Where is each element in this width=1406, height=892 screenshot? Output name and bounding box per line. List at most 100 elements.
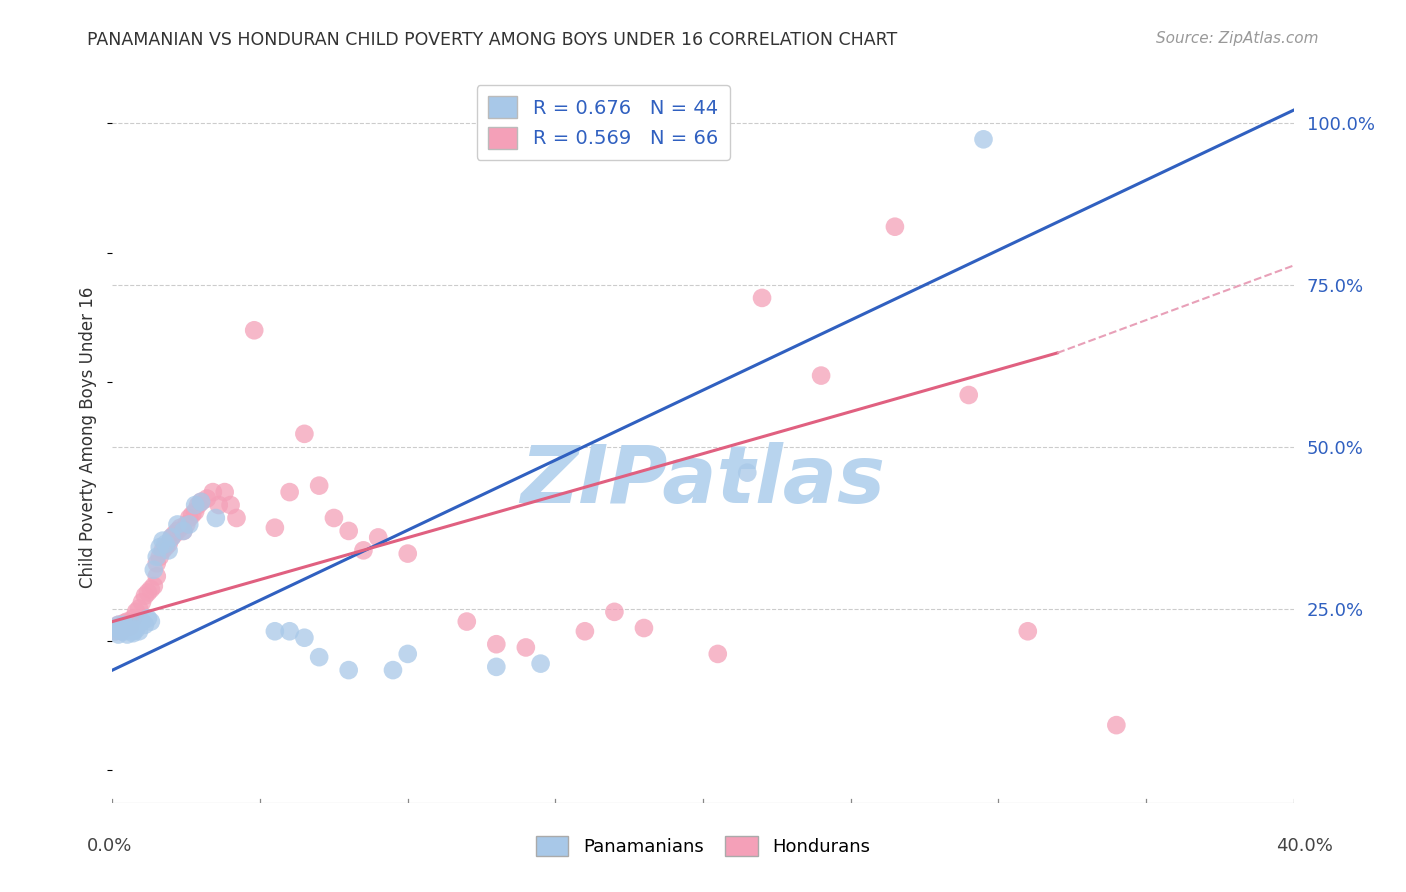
Point [128,624,150,639]
Point [139,615,162,629]
Point [337,663,360,677]
Point [107,617,129,632]
Point [146,549,169,564]
Point [214,485,236,500]
Point [485,637,508,651]
Point [179,517,201,532]
Point [456,615,478,629]
Point [157,537,180,551]
Point [152,533,174,548]
Point [131,615,153,629]
Point [264,624,287,639]
Point [243,323,266,337]
Point [110,624,132,639]
Point [122,626,145,640]
Point [146,557,169,571]
Point [104,621,127,635]
Point [957,388,980,402]
Point [160,530,183,544]
Point [155,537,177,551]
Point [187,498,209,512]
Point [737,466,759,480]
Point [117,617,138,632]
Point [104,624,127,639]
Point [112,624,135,639]
Point [184,504,207,518]
Point [205,511,228,525]
Point [120,620,142,634]
Point [117,615,138,629]
Point [142,579,165,593]
Point [157,543,180,558]
Point [292,426,315,441]
Point [122,624,145,639]
Point [149,540,172,554]
Point [706,647,728,661]
Point [292,631,315,645]
Point [136,585,159,599]
Point [181,508,204,522]
Point [174,517,197,532]
Point [603,605,626,619]
Point [973,132,995,146]
Point [152,543,174,558]
Point [160,530,183,544]
Text: 40.0%: 40.0% [1277,837,1333,855]
Point [225,511,247,525]
Y-axis label: Child Poverty Among Boys Under 16: Child Poverty Among Boys Under 16 [79,286,97,588]
Point [104,624,127,639]
Point [367,530,389,544]
Point [179,511,201,525]
Legend: Panamanians, Hondurans: Panamanians, Hondurans [529,829,877,863]
Text: 0.0%: 0.0% [87,837,132,855]
Point [169,521,191,535]
Point [574,624,596,639]
Text: ZIPatlas: ZIPatlas [520,442,886,520]
Point [184,498,207,512]
Point [149,549,172,564]
Point [107,617,129,632]
Point [751,291,773,305]
Point [352,543,374,558]
Point [125,605,148,619]
Point [308,650,330,665]
Point [278,624,301,639]
Point [120,615,142,630]
Point [166,517,188,532]
Point [1017,624,1039,639]
Point [166,524,188,538]
Point [219,498,242,512]
Point [155,540,177,554]
Point [195,491,218,506]
Point [139,582,162,597]
Point [190,495,212,509]
Point [131,595,153,609]
Point [128,601,150,615]
Point [208,498,231,512]
Point [107,627,129,641]
Point [110,621,132,635]
Point [163,527,186,541]
Point [104,621,127,635]
Point [134,617,156,632]
Text: Source: ZipAtlas.com: Source: ZipAtlas.com [1156,31,1319,46]
Point [146,569,169,583]
Point [125,623,148,637]
Point [107,623,129,637]
Text: PANAMANIAN VS HONDURAN CHILD POVERTY AMONG BOYS UNDER 16 CORRELATION CHART: PANAMANIAN VS HONDURAN CHILD POVERTY AMO… [87,31,897,49]
Point [172,524,194,538]
Point [190,495,212,509]
Point [201,485,224,500]
Point [529,657,551,671]
Legend: R = 0.676   N = 44, R = 0.569   N = 66: R = 0.676 N = 44, R = 0.569 N = 66 [477,85,730,161]
Point [308,478,330,492]
Point [142,563,165,577]
Point [112,617,135,632]
Point [485,660,508,674]
Point [382,663,405,677]
Point [110,620,132,634]
Point [172,524,194,538]
Point [810,368,832,383]
Point [264,521,287,535]
Point [136,611,159,625]
